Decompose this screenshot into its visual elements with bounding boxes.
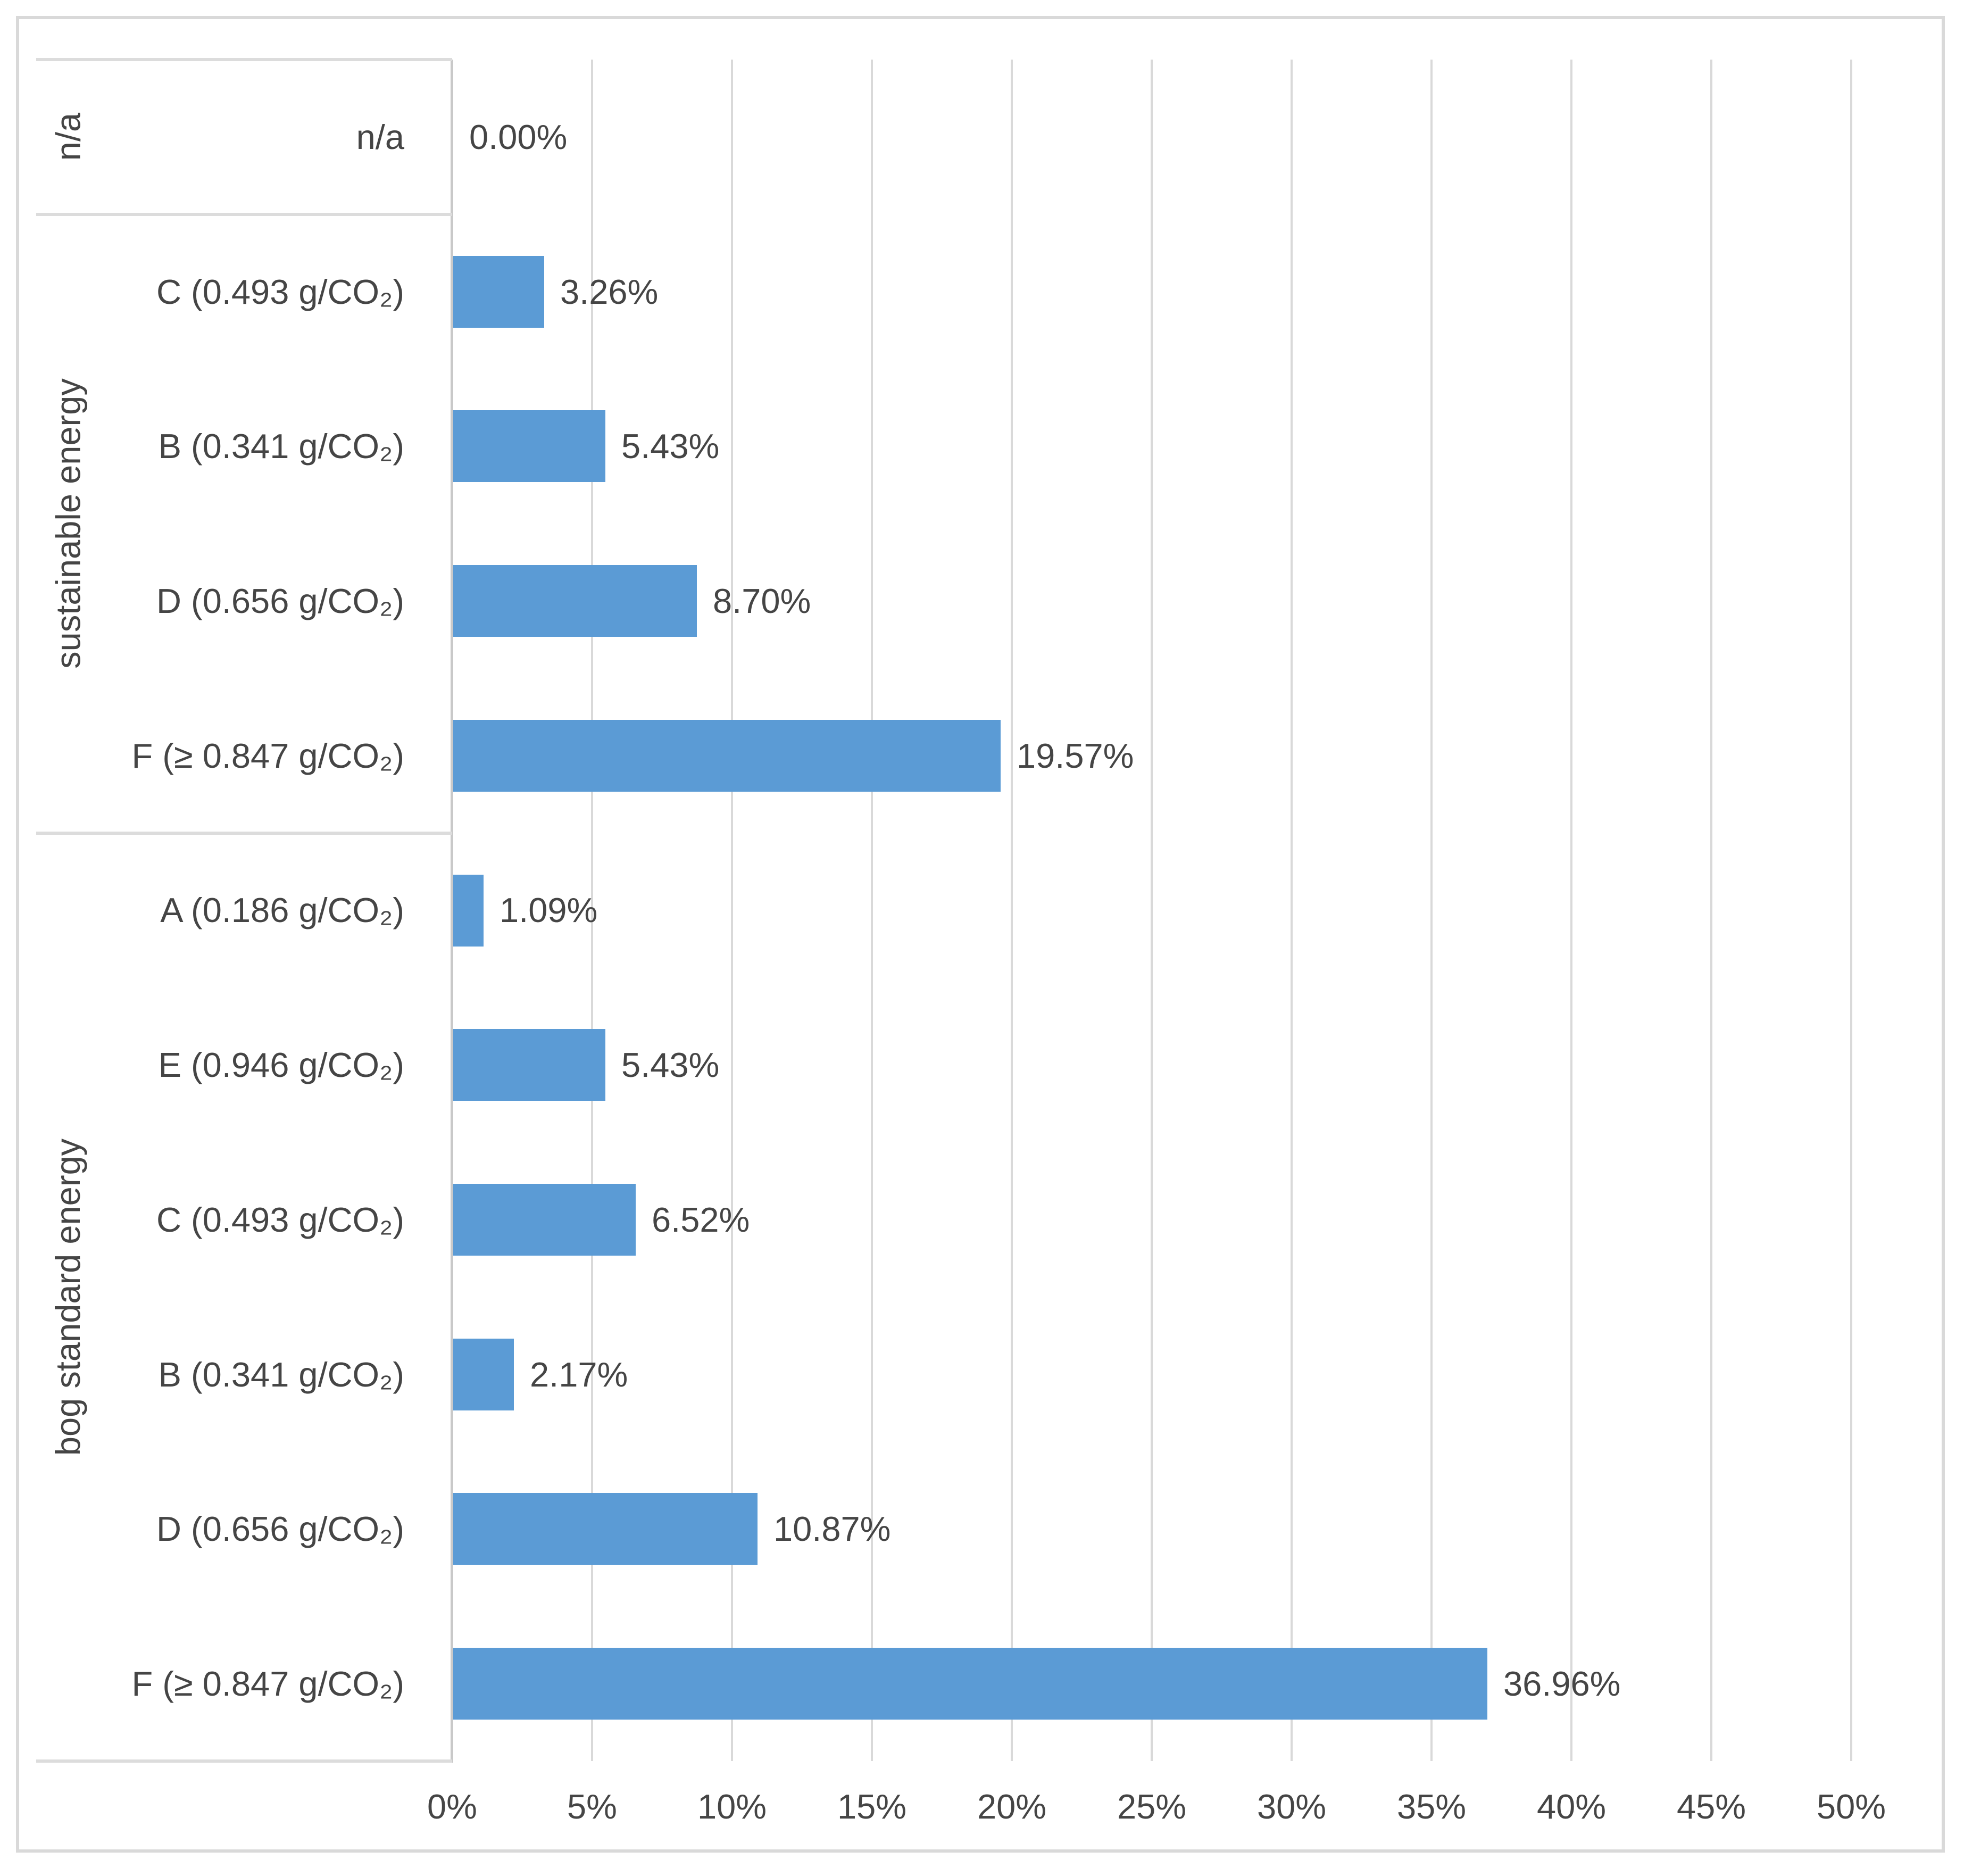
bar bbox=[453, 874, 484, 947]
x-tick-label: 30% bbox=[1256, 1787, 1327, 1826]
gridline bbox=[1011, 60, 1013, 1761]
bar bbox=[453, 255, 544, 328]
gridline bbox=[731, 60, 733, 1761]
value-label: 5.43% bbox=[621, 427, 720, 466]
category-label: B (0.341 g/CO₂) bbox=[158, 1355, 404, 1394]
x-tick-label: 10% bbox=[697, 1787, 767, 1826]
value-label: 5.43% bbox=[621, 1045, 720, 1085]
category-label: E (0.946 g/CO₂) bbox=[158, 1045, 404, 1085]
category-label: n/a bbox=[356, 117, 404, 156]
category-label: F (≥ 0.847 g/CO₂) bbox=[131, 1664, 404, 1704]
x-tick-label: 35% bbox=[1396, 1787, 1467, 1826]
category-label: D (0.656 g/CO₂) bbox=[156, 1509, 404, 1549]
group-label: n/a bbox=[48, 113, 87, 161]
x-tick-label: 20% bbox=[977, 1787, 1047, 1826]
value-label: 36.96% bbox=[1503, 1664, 1621, 1704]
category-label: D (0.656 g/CO₂) bbox=[156, 582, 404, 621]
bar bbox=[453, 1648, 1487, 1720]
bar bbox=[453, 1338, 514, 1410]
value-label: 10.87% bbox=[773, 1509, 891, 1549]
value-label: 2.17% bbox=[530, 1355, 628, 1394]
value-label: 6.52% bbox=[652, 1200, 750, 1239]
category-label: A (0.186 g/CO₂) bbox=[160, 891, 404, 930]
bar bbox=[453, 1029, 605, 1101]
value-label: 3.26% bbox=[560, 272, 659, 311]
label-area-bottom-line bbox=[36, 1759, 452, 1763]
bar bbox=[453, 1493, 758, 1565]
bar bbox=[453, 719, 1001, 792]
gridline bbox=[1710, 60, 1712, 1761]
gridline bbox=[1151, 60, 1153, 1761]
group-separator-line bbox=[36, 212, 452, 216]
category-label: C (0.493 g/CO₂) bbox=[156, 1200, 404, 1239]
group-label: sustainable energy bbox=[48, 378, 87, 669]
chart-frame-border bbox=[16, 16, 1945, 1853]
gridline bbox=[1291, 60, 1293, 1761]
x-tick-label: 5% bbox=[567, 1787, 617, 1826]
gridline bbox=[1850, 60, 1852, 1761]
x-tick-label: 25% bbox=[1117, 1787, 1187, 1826]
category-label: F (≥ 0.847 g/CO₂) bbox=[131, 736, 404, 775]
value-label: 19.57% bbox=[1017, 736, 1134, 775]
bar bbox=[453, 565, 697, 637]
label-area-top-line bbox=[36, 58, 452, 61]
gridline bbox=[871, 60, 873, 1761]
value-label: 0.00% bbox=[469, 117, 568, 156]
value-label: 1.09% bbox=[500, 891, 598, 930]
gridline bbox=[1570, 60, 1572, 1761]
gridline bbox=[1430, 60, 1433, 1761]
bar bbox=[453, 1183, 636, 1256]
value-label: 8.70% bbox=[713, 582, 811, 621]
x-tick-label: 15% bbox=[837, 1787, 907, 1826]
category-label: B (0.341 g/CO₂) bbox=[158, 427, 404, 466]
x-tick-label: 40% bbox=[1536, 1787, 1607, 1826]
bar bbox=[453, 410, 605, 483]
x-tick-label: 45% bbox=[1676, 1787, 1746, 1826]
x-tick-label: 50% bbox=[1816, 1787, 1886, 1826]
x-tick-label: 0% bbox=[427, 1787, 477, 1826]
group-separator-line bbox=[36, 831, 452, 835]
gridline bbox=[591, 60, 593, 1761]
group-label: bog standard energy bbox=[48, 1138, 88, 1456]
category-label: C (0.493 g/CO₂) bbox=[156, 272, 404, 311]
axis-line bbox=[451, 60, 453, 1763]
